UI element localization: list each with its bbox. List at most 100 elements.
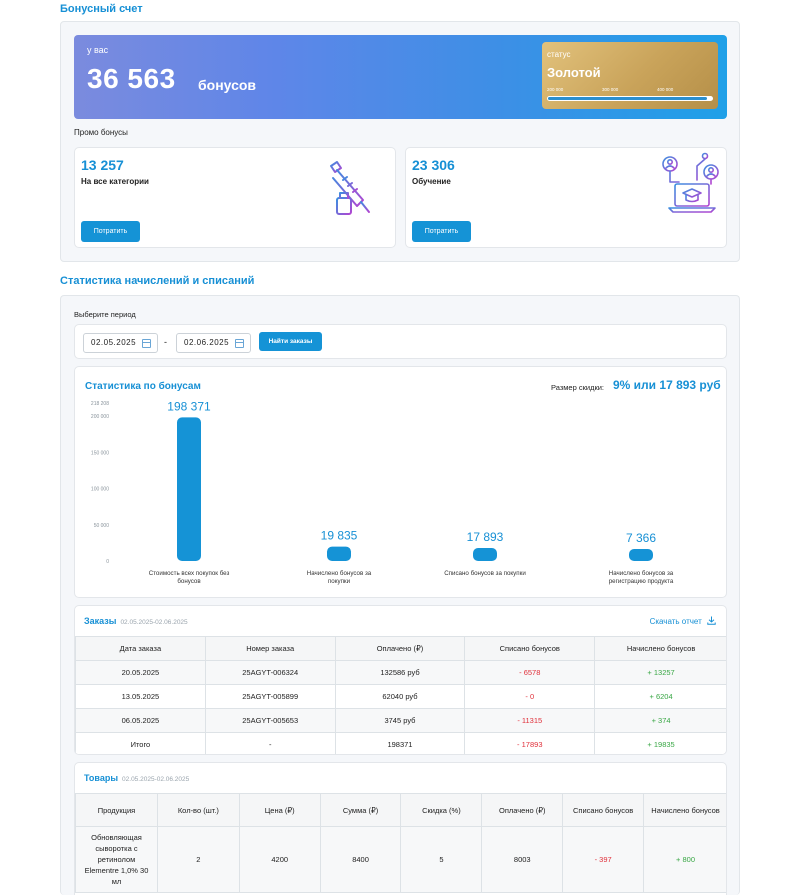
bar-value-label: 19 835 [321, 529, 358, 543]
promo-category: На все категории [81, 177, 149, 186]
products-header-row: Продукция Кол-во (шт.) Цена (₽) Сумма (₽… [75, 793, 726, 827]
status-card: статус Золотой 200 000 300 000 400 000 [542, 42, 718, 109]
status-progress-track [547, 96, 713, 101]
discount-label: Размер скидки: [551, 383, 605, 392]
category-label: Начислено бонусов за регистрацию продукта [609, 570, 674, 585]
y-tick-label: 100 000 [91, 487, 109, 493]
category-label: Начислено бонусов за покупки [307, 570, 372, 585]
product-discount: 5 [400, 826, 483, 893]
order-date: 06.05.2025 [75, 708, 206, 733]
table-row: 06.05.2025 25AGYT-005653 3745 руб - 1131… [75, 708, 726, 733]
order-date: 20.05.2025 [75, 660, 206, 685]
download-icon[interactable] [707, 616, 716, 625]
promo-card-education: 23 306 Обучение Потратить [405, 147, 727, 248]
chart-bar [177, 417, 201, 561]
status-label: статус [547, 50, 571, 59]
date-to-input[interactable]: 02.06.2025 [176, 333, 251, 353]
order-bonus-spent: - 0 [464, 684, 596, 709]
calendar-icon[interactable] [235, 339, 244, 348]
orders-total-row: Итого - 198371 - 17893 + 19835 [75, 732, 726, 754]
chart-bar [327, 546, 351, 561]
column-header: Начислено бонусов [594, 636, 726, 661]
column-header: Скидка (%) [400, 793, 483, 827]
column-header: Продукция [75, 793, 158, 827]
y-tick-label: 200 000 [91, 414, 109, 420]
chart-bar [473, 548, 497, 561]
bonus-bar-chart: 0 50 000 100 000 150 000 200 000 218 208 198 3… [91, 399, 674, 585]
product-bonus-earned: + 800 [643, 826, 726, 893]
promo-category: Обучение [412, 177, 451, 186]
balance-amount: 36 563 [87, 63, 176, 94]
period-label: Выберите период [74, 310, 136, 319]
products-card: Товары 02.05.2025-02.06.2025 Продукция Ко… [74, 762, 727, 895]
find-orders-button[interactable]: Найти заказы [259, 332, 322, 351]
order-paid: 3745 руб [334, 708, 466, 733]
column-header: Цена (₽) [238, 793, 321, 827]
order-number: 25AGYT-006324 [204, 660, 336, 685]
bar-value-label: 198 371 [167, 399, 211, 413]
stats-panel: Выберите период 02.05.2025 - 02.06.2025 … [60, 295, 740, 895]
status-progress-fill [548, 97, 708, 100]
chart-bar [629, 549, 653, 561]
table-row: 20.05.2025 25AGYT-006324 132586 руб - 65… [75, 660, 726, 685]
orders-header-row: Дата заказа Номер заказа Оплачено (₽) Сп… [75, 636, 726, 661]
status-tick: 400 000 [657, 87, 674, 92]
product-quantity: 2 [156, 826, 240, 893]
order-date: 13.05.2025 [75, 684, 206, 709]
date-from-input[interactable]: 02.05.2025 [83, 333, 158, 353]
promo-amount: 13 257 [81, 157, 124, 173]
order-bonus-earned: + 13257 [594, 660, 726, 685]
column-header: Начислено бонусов [643, 793, 726, 827]
order-number: 25AGYT-005899 [204, 684, 336, 709]
products-range: 02.05.2025-02.06.2025 [122, 776, 190, 783]
orders-card: Заказы 02.05.2025-02.06.2025 Скачать отче… [74, 605, 727, 755]
status-tick: 200 000 [547, 87, 564, 92]
spend-button[interactable]: Потратить [412, 221, 471, 242]
bonus-chart-card: Статистика по бонусам Размер скидки: 9% … [74, 366, 727, 598]
orders-title: Заказы 02.05.2025-02.06.2025 [84, 616, 188, 626]
column-header: Оплачено (₽) [481, 793, 564, 827]
column-header: Сумма (₽) [319, 793, 402, 827]
order-paid: 132586 руб [334, 660, 466, 685]
status-tick: 300 000 [602, 87, 619, 92]
order-bonus-earned: + 6204 [594, 684, 726, 709]
products-title-text: Товары [84, 773, 119, 783]
column-header: Оплачено (₽) [334, 636, 466, 661]
y-tick-label: 50 000 [94, 523, 110, 529]
products-table: Продукция Кол-во (шт.) Цена (₽) Сумма (₽… [75, 793, 726, 893]
download-report-link[interactable]: Скачать отчет [650, 616, 716, 626]
column-header: Списано бонусов [562, 793, 645, 827]
y-tick-label: 150 000 [91, 450, 109, 456]
table-row: 13.05.2025 25AGYT-005899 62040 руб - 0 +… [75, 684, 726, 709]
table-row: Обновляющая сыворотка с ретинолом Elemen… [75, 826, 726, 893]
period-filter: 02.05.2025 - 02.06.2025 Найти заказы [74, 324, 727, 359]
bar-value-label: 17 893 [467, 530, 504, 544]
total-number: - [204, 732, 336, 754]
date-separator: - [164, 337, 167, 347]
date-to-value: 02.06.2025 [184, 338, 230, 347]
total-paid: 198371 [334, 732, 466, 754]
total-bonus-earned: + 19835 [594, 732, 726, 754]
promo-card-all-categories: 13 257 На все категории Потратить [74, 147, 396, 248]
orders-title-text: Заказы [84, 616, 117, 626]
balance-unit: бонусов [198, 77, 257, 93]
stats-title: Статистика начислений и списаний [60, 275, 255, 287]
product-price: 4200 [238, 826, 321, 893]
product-name: Обновляющая сыворотка с ретинолом Elemen… [75, 826, 158, 893]
total-label: Итого [75, 732, 206, 754]
order-bonus-spent: - 11315 [464, 708, 596, 733]
calendar-icon[interactable] [142, 339, 151, 348]
product-paid: 8003 [481, 826, 564, 893]
bar-value-label: 7 366 [626, 531, 656, 545]
column-header: Кол-во (шт.) [156, 793, 240, 827]
chart-title: Статистика по бонусам [85, 381, 201, 392]
orders-range: 02.05.2025-02.06.2025 [120, 619, 188, 626]
total-bonus-spent: - 17893 [464, 732, 596, 754]
bonus-account-panel: у вас 36 563 бонусов статус Золотой 200 … [60, 21, 740, 262]
balance-banner: у вас 36 563 бонусов статус Золотой 200 … [74, 35, 727, 119]
column-header: Номер заказа [204, 636, 336, 661]
spend-button[interactable]: Потратить [81, 221, 140, 242]
orders-table: Дата заказа Номер заказа Оплачено (₽) Сп… [75, 636, 726, 754]
category-label: Списано бонусов за покупки [444, 570, 526, 577]
date-from-value: 02.05.2025 [91, 338, 137, 347]
